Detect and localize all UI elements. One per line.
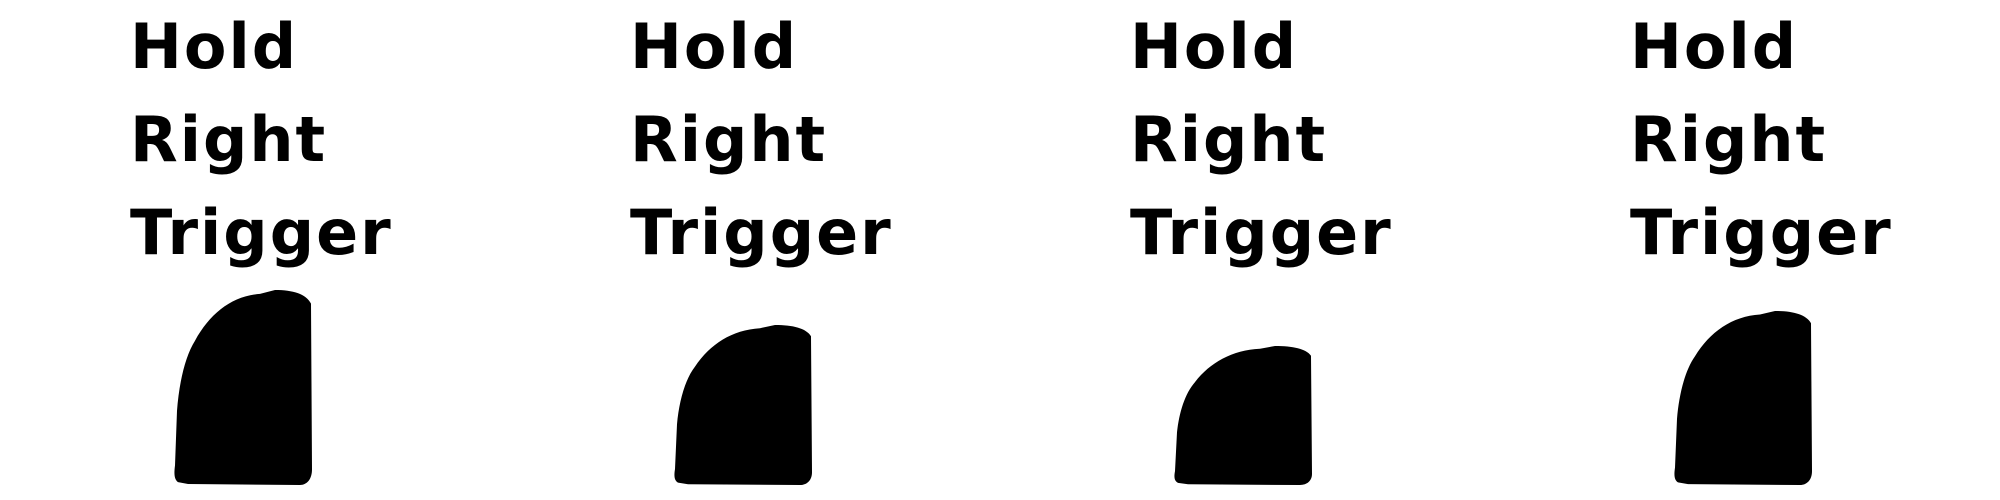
caption-line-right: Right (630, 103, 828, 176)
caption-line-trigger: Trigger (1630, 196, 1893, 269)
caption-line-trigger: Trigger (1130, 196, 1393, 269)
frame-4: Hold Right Trigger (1500, 0, 2000, 500)
caption-line-trigger: Trigger (130, 196, 393, 269)
caption-line-hold: Hold (130, 10, 299, 83)
caption-line-right: Right (1130, 103, 1328, 176)
trigger-shape (174, 290, 312, 485)
right-trigger-icon (1174, 346, 1312, 485)
caption-line-hold: Hold (1130, 10, 1299, 83)
caption-line-right: Right (130, 103, 328, 176)
caption-line-hold: Hold (1630, 10, 1799, 83)
frame-3: Hold Right Trigger (1000, 0, 1500, 500)
right-trigger-icon (674, 325, 812, 485)
caption-line-right: Right (1630, 103, 1828, 176)
instruction-caption: Hold Right Trigger (130, 0, 393, 279)
instruction-caption: Hold Right Trigger (630, 0, 893, 279)
frame-1: Hold Right Trigger (0, 0, 500, 500)
frame-2: Hold Right Trigger (500, 0, 1000, 500)
trigger-shape (674, 325, 812, 485)
right-trigger-icon (1674, 311, 1812, 485)
trigger-shape (1674, 311, 1812, 485)
instruction-caption: Hold Right Trigger (1130, 0, 1393, 279)
trigger-shape (1174, 346, 1312, 485)
right-trigger-icon (174, 290, 312, 485)
caption-line-hold: Hold (630, 10, 799, 83)
instruction-caption: Hold Right Trigger (1630, 0, 1893, 279)
caption-line-trigger: Trigger (630, 196, 893, 269)
